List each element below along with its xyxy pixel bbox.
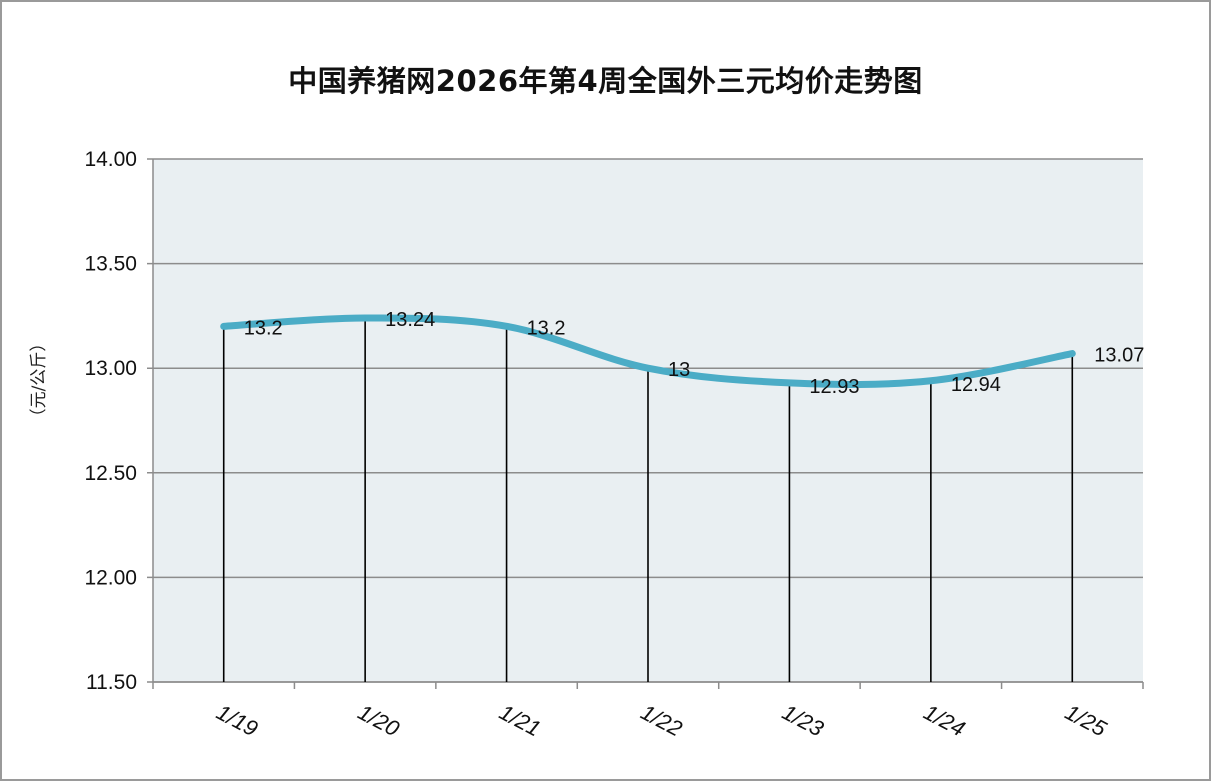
data-labels: 13.2 13.24 13.2 13 12.93 12.94 13.07 (244, 309, 1145, 398)
data-label: 13.24 (385, 309, 435, 331)
x-tick-label: 1/20 (354, 699, 404, 742)
data-point (1071, 352, 1074, 355)
x-tick-labels: 1/19 1/20 1/21 1/22 1/23 1/24 1/25 (212, 699, 1111, 742)
data-point (505, 325, 508, 328)
y-tick-label: 14.00 (84, 148, 137, 171)
data-label: 12.94 (951, 374, 1001, 396)
data-point (364, 316, 367, 319)
data-label: 12.93 (809, 376, 859, 398)
y-tick-label: 12.00 (84, 566, 137, 589)
data-point (929, 379, 932, 382)
x-tick-label: 1/24 (920, 699, 970, 741)
data-point (222, 325, 225, 328)
y-tick-label: 11.50 (86, 671, 137, 694)
chart-title: 中国养猪网2026年第4周全国外三元均价走势图 (288, 64, 923, 98)
data-label: 13.07 (1094, 345, 1144, 367)
data-point (647, 367, 649, 370)
y-tick-label: 13.50 (84, 253, 137, 276)
x-tick-label: 1/23 (778, 699, 828, 742)
x-tick-label: 1/19 (212, 699, 262, 741)
data-point (788, 381, 791, 384)
data-label: 13 (668, 359, 690, 381)
x-tick-label: 1/25 (1061, 699, 1111, 742)
data-label: 13.2 (244, 317, 283, 339)
x-tick-label: 1/22 (637, 699, 687, 741)
drop-lines (222, 317, 1074, 682)
y-tick-labels: 11.50 12.00 12.50 13.00 13.50 14.00 (84, 148, 137, 694)
series-line-group (220, 314, 1076, 388)
y-tick-label: 12.50 (84, 462, 137, 485)
data-label: 13.2 (527, 317, 566, 339)
y-tick-label: 13.00 (84, 357, 137, 380)
x-tick-label: 1/21 (495, 699, 545, 741)
